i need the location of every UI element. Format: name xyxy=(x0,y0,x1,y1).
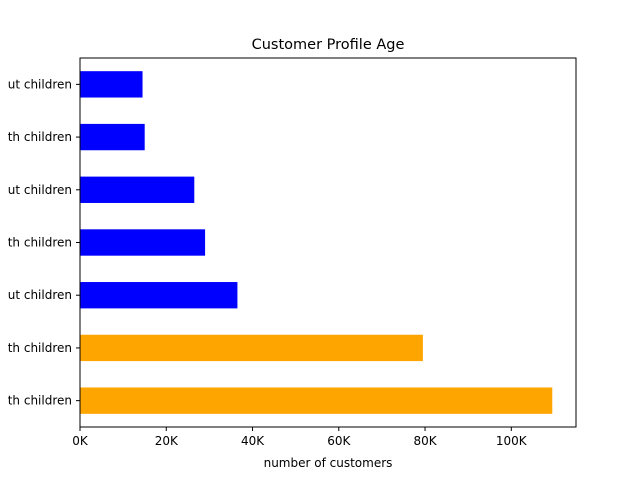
y-axis-ticks: ut children th children ut children th chil… xyxy=(8,77,80,408)
y-tick-label: th children xyxy=(8,236,72,250)
x-tick-label: 80K xyxy=(413,434,437,448)
y-tick-label: th children xyxy=(8,341,72,355)
bar xyxy=(80,176,195,203)
y-tick-label: ut children xyxy=(8,77,72,91)
x-tick-label: 100K xyxy=(496,434,528,448)
plot-frame xyxy=(79,57,577,428)
bar xyxy=(80,71,143,98)
bar xyxy=(80,229,206,256)
x-axis-ticks: 0K 20K 40K 60K 80K 100K xyxy=(72,427,528,448)
bar xyxy=(80,282,238,309)
x-tick-label: 20K xyxy=(155,434,179,448)
x-tick-label: 0K xyxy=(72,434,89,448)
y-tick-label: th children xyxy=(8,130,72,144)
bars-group xyxy=(80,71,553,414)
bar xyxy=(80,387,553,414)
chart-title: Customer Profile Age xyxy=(252,37,405,53)
y-tick-label: ut children xyxy=(8,183,72,197)
x-axis-label: number of customers xyxy=(264,456,393,470)
x-tick-label: 40K xyxy=(241,434,265,448)
y-tick-label: ut children xyxy=(8,288,72,302)
x-tick-label: 60K xyxy=(327,434,351,448)
bar xyxy=(80,123,145,151)
bar xyxy=(80,334,423,362)
y-tick-label: th children xyxy=(8,394,72,408)
